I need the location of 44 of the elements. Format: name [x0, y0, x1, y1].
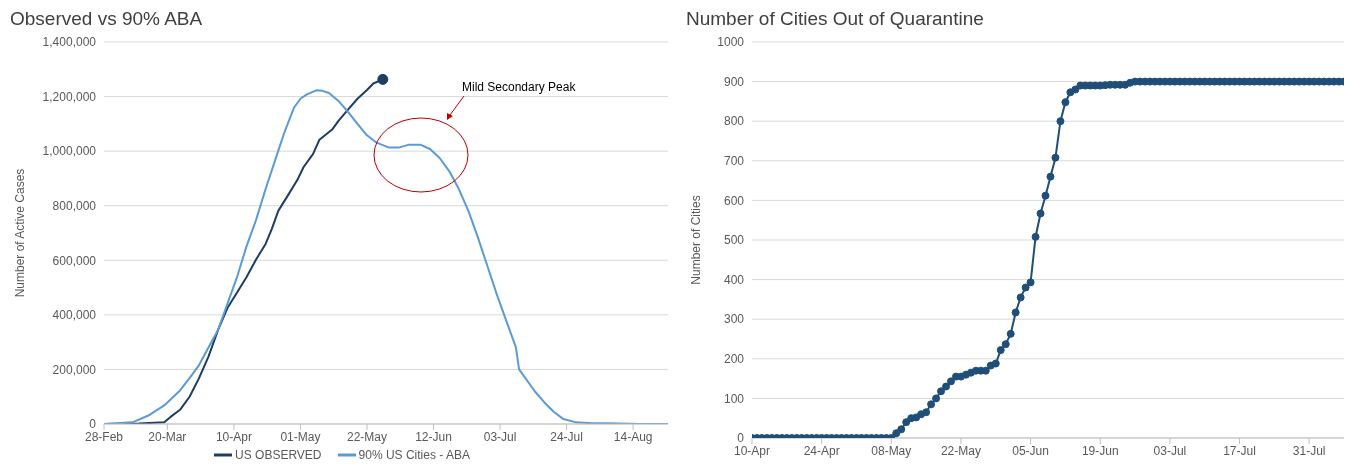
x-tick-label: 03-Jul: [1153, 443, 1187, 458]
x-tick-label: 24-Apr: [803, 443, 840, 458]
y-tick-label: 300: [723, 312, 745, 327]
y-tick-label: 600,000: [52, 253, 97, 268]
x-tick-label: 28-Feb: [84, 429, 124, 444]
y-tick-label: 500: [723, 233, 745, 248]
x-tick-label: 08-May: [871, 443, 912, 458]
x-tick-label: 22-May: [940, 443, 981, 458]
y-tick-label: 400: [723, 272, 745, 287]
annotation: Mild Secondary Peak: [462, 80, 576, 94]
x-tick-label: 17-Jul: [1223, 443, 1256, 458]
y-tick-label: 0: [737, 431, 745, 446]
x-tick-label: 31-Jul: [1292, 443, 1326, 458]
y-axis-title: Number of Active Cases: [13, 168, 28, 298]
y-tick-label: 1,200,000: [42, 89, 97, 104]
y-tick-label: 0: [89, 417, 97, 432]
x-tick-label: 22-May: [346, 429, 387, 444]
x-tick-label: 10-Apr: [215, 429, 252, 444]
y-tick-label: 100: [723, 391, 745, 406]
x-tick-label: 12-Jun: [415, 429, 452, 444]
x-tick-label: 20-Mar: [148, 429, 187, 444]
x-tick-label: 14-Aug: [613, 429, 653, 444]
y-tick-label: 800,000: [52, 198, 97, 213]
legend-label: 90% US Cities - ABA: [357, 448, 470, 462]
y-tick-label: 200,000: [52, 362, 97, 377]
y-tick-label: 1000: [717, 35, 745, 50]
x-tick-label: 05-Jun: [1012, 443, 1049, 458]
x-tick-label: 01-May: [280, 429, 321, 444]
y-tick-label: 900: [723, 74, 745, 89]
x-tick-label: 19-Jun: [1081, 443, 1119, 458]
y-tick-label: 400,000: [52, 308, 97, 323]
x-tick-label: 03-Jul: [483, 429, 517, 444]
x-tick-label: 24-Jul: [550, 429, 583, 444]
y-tick-label: 800: [723, 114, 745, 129]
x-tick-label: 10-Apr: [733, 443, 771, 458]
y-tick-label: 1,000,000: [42, 144, 97, 159]
y-tick-label: 600: [723, 193, 745, 208]
chart-title: Number of Cities Out of Quarantine: [686, 8, 984, 30]
y-tick-label: 1,400,000: [42, 35, 97, 50]
y-axis-title: Number of Cities: [689, 195, 704, 285]
y-tick-label: 200: [723, 352, 745, 367]
y-tick-label: 700: [723, 154, 745, 169]
legend-label: US OBSERVED: [234, 448, 322, 462]
chart-title: Observed vs 90% ABA: [10, 8, 203, 30]
